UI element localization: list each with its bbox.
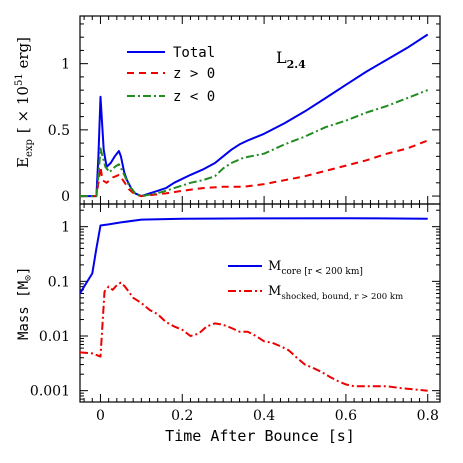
x-tick-label: 0.2 — [171, 408, 193, 424]
bottom-y-axis-label: Mass [M⊙] — [16, 267, 34, 340]
y-tick-label: 0.001 — [30, 384, 70, 400]
legend-label-z-positive: z > 0 — [173, 66, 215, 82]
x-tick-label: 0 — [96, 408, 105, 424]
y-tick-label: 0.1 — [48, 274, 70, 290]
y-tick-label: 1 — [61, 57, 70, 73]
annotation-label: L2.4 — [276, 48, 306, 71]
x-tick-label: 0.8 — [417, 408, 439, 424]
legend-label-shocked: Mshocked, bound, r > 200 km — [268, 284, 403, 302]
bottom-series-1 — [80, 281, 428, 392]
bottom-series-0 — [80, 217, 428, 295]
top-series-0 — [80, 33, 429, 198]
x-tick-label: 0.6 — [335, 408, 357, 424]
x-axis-label: Time After Bounce [s] — [165, 427, 355, 445]
top-y-tick-labels: 00.51 — [48, 57, 70, 205]
y-tick-label: 0.01 — [39, 329, 70, 345]
legend-label-z-negative: z < 0 — [173, 89, 215, 105]
bottom-tick-marks — [80, 204, 440, 402]
top-legend: Total z > 0 z < 0 — [127, 45, 215, 105]
top-tick-marks — [80, 16, 440, 204]
top-panel: 00.51 Eexp[ × 1051 erg] L2.4 Total z > 0… — [14, 15, 441, 205]
top-panel-frame — [79, 15, 441, 205]
legend-label-core: Mcore [r < 200 km] — [268, 259, 363, 277]
top-y-axis-label: Eexp[ × 1051 erg] — [14, 37, 35, 168]
y-tick-label: 1 — [61, 220, 70, 236]
top-series-1 — [80, 139, 429, 198]
bottom-panel-frame — [79, 203, 441, 403]
top-series-2 — [80, 89, 429, 198]
y-tick-label: 0.5 — [48, 123, 70, 139]
legend-label-total: Total — [173, 45, 215, 61]
bottom-y-tick-labels: 1 0.1 0.01 0.001 — [30, 220, 70, 400]
bottom-panel: 1 0.1 0.01 0.001 0 0.2 0.4 0.6 0.8 Mass [M⊙] Ti… — [16, 203, 441, 445]
bottom-legend: Mcore [r < 200 km] Mshocked, bound, r > … — [228, 259, 403, 302]
bottom-series-group — [80, 217, 428, 392]
x-tick-label: 0.4 — [253, 408, 275, 424]
x-tick-labels: 0 0.2 0.4 0.6 0.8 — [96, 408, 439, 424]
y-tick-label: 0 — [61, 189, 70, 205]
top-series-group — [80, 33, 429, 198]
